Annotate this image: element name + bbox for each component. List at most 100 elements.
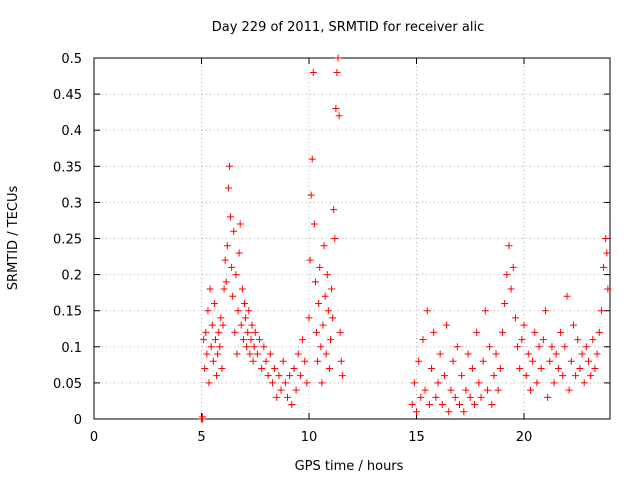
- data-point: [264, 372, 272, 380]
- data-point: [430, 328, 438, 336]
- data-point: [548, 343, 556, 351]
- data-point: [321, 292, 329, 300]
- data-point: [533, 379, 541, 387]
- data-point: [260, 343, 268, 351]
- data-point: [432, 393, 440, 401]
- data-point: [273, 393, 281, 401]
- data-point: [516, 364, 524, 372]
- data-point: [425, 401, 433, 409]
- data-point: [509, 263, 517, 271]
- y-axis-label: SRMTID / TECUs: [6, 186, 21, 291]
- data-point: [330, 206, 338, 214]
- data-point: [266, 350, 274, 358]
- data-point: [542, 307, 549, 315]
- data-point: [565, 386, 573, 394]
- data-point: [604, 285, 612, 293]
- data-point: [518, 336, 526, 344]
- data-point: [481, 307, 489, 315]
- data-point: [503, 271, 511, 279]
- data-point: [591, 364, 599, 372]
- data-point: [483, 386, 491, 394]
- data-point: [258, 364, 266, 372]
- data-point: [496, 364, 504, 372]
- data-point: [279, 357, 287, 365]
- data-point: [209, 357, 217, 365]
- data-point: [308, 155, 316, 163]
- data-point: [323, 271, 331, 279]
- data-point: [247, 336, 255, 344]
- data-point: [597, 307, 605, 315]
- data-point: [249, 357, 257, 365]
- data-point: [319, 321, 327, 329]
- data-point: [595, 328, 603, 336]
- data-point: [203, 350, 211, 358]
- data-point: [569, 321, 577, 329]
- data-point: [505, 242, 513, 250]
- data-point: [241, 299, 248, 307]
- data-point: [464, 350, 472, 358]
- data-point: [324, 307, 332, 315]
- data-point: [262, 357, 270, 365]
- data-point: [328, 285, 336, 293]
- data-point: [204, 307, 212, 315]
- data-point: [458, 372, 466, 380]
- data-point: [313, 328, 321, 336]
- data-point: [511, 314, 519, 322]
- data-point: [436, 350, 444, 358]
- data-point: [585, 357, 592, 365]
- data-point: [221, 256, 229, 264]
- data-point: [223, 242, 231, 250]
- data-point: [318, 379, 326, 387]
- data-point: [303, 379, 311, 387]
- data-point: [239, 336, 247, 344]
- data-point: [600, 263, 608, 271]
- data-point: [210, 299, 218, 307]
- data-point: [315, 299, 323, 307]
- data-point: [531, 328, 539, 336]
- data-point: [253, 350, 261, 358]
- y-tick-label: 0.15: [53, 305, 82, 320]
- data-point: [288, 401, 296, 409]
- data-point: [488, 401, 496, 409]
- data-point: [428, 364, 436, 372]
- data-point: [201, 364, 209, 372]
- data-point: [544, 393, 552, 401]
- x-tick-label: 10: [301, 430, 318, 445]
- data-point: [522, 372, 530, 380]
- y-tick-label: 0.5: [61, 52, 82, 67]
- data-point: [296, 372, 304, 380]
- data-point: [572, 372, 580, 380]
- data-point: [317, 343, 325, 351]
- data-point: [473, 328, 481, 336]
- data-point: [462, 386, 470, 394]
- data-point: [233, 350, 241, 358]
- data-point: [307, 191, 315, 199]
- y-tick-label: 0.4: [61, 124, 82, 139]
- data-point: [309, 68, 317, 76]
- y-tick-label: 0.3: [61, 196, 82, 211]
- data-point: [492, 350, 500, 358]
- y-tick-label: 0.45: [53, 88, 82, 103]
- data-point: [218, 364, 226, 372]
- data-point: [219, 321, 227, 329]
- data-point: [206, 285, 214, 293]
- data-point: [552, 350, 560, 358]
- data-point: [449, 357, 457, 365]
- data-point: [587, 372, 595, 380]
- data-point: [222, 278, 230, 286]
- data-point: [237, 321, 245, 329]
- data-point: [578, 350, 586, 358]
- data-point: [230, 227, 238, 235]
- axis-ticks: 0 0.05 0.1 0.15 0.2 0.25 0.3 0.35 0.4 0.45 0.5 0 5 10…: [53, 52, 610, 445]
- data-point: [561, 343, 569, 351]
- data-point: [217, 314, 225, 322]
- data-point: [413, 408, 420, 416]
- data-point: [460, 408, 468, 416]
- grid-lines: [94, 58, 610, 419]
- data-point: [199, 413, 207, 421]
- data-point: [434, 379, 442, 387]
- data-point: [229, 292, 237, 300]
- data-point: [277, 386, 285, 394]
- data-point: [214, 350, 222, 358]
- data-point: [220, 285, 228, 293]
